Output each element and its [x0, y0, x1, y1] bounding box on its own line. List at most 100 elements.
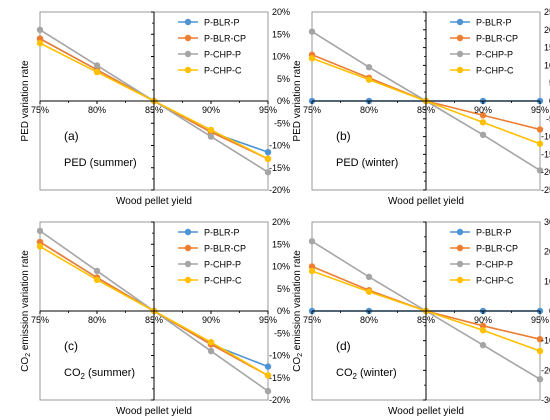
x-tick-label: 80%	[360, 315, 378, 325]
panel-label: (a)	[64, 129, 79, 143]
y-tick-label: 5%	[549, 78, 550, 88]
y-tick-label: -30%	[541, 395, 550, 405]
y-tick-label: -20%	[541, 365, 550, 375]
data-point-p-blr-cp	[536, 126, 544, 133]
chart-panel-4: -30% -20% -10% 0% 10% 20% 30% 75% 80% 85% 90% 95% Wo…	[292, 217, 550, 417]
data-point-p-chp-p	[93, 62, 101, 69]
y-axis-title: CO2 emission variation rate	[20, 250, 32, 372]
data-point-p-chp-c	[264, 372, 272, 379]
y-tick-label: -10%	[541, 132, 550, 142]
data-point-p-chp-c	[479, 327, 487, 334]
x-axis-title: Wood pellet yield	[388, 196, 464, 207]
legend: P-BLR-P P-BLR-CP P-CHP-P P-CHP-C	[450, 228, 518, 286]
legend: P-BLR-P P-BLR-CP P-CHP-P P-CHP-C	[450, 18, 518, 76]
x-tick-label: 80%	[360, 105, 378, 115]
x-tick-label: 95%	[531, 105, 549, 115]
panel-label: (c)	[64, 339, 78, 353]
y-tick-label: 5%	[277, 74, 290, 84]
data-point-p-chp-c	[365, 76, 373, 83]
x-tick-label: 90%	[474, 315, 492, 325]
data-point-p-chp-c	[93, 276, 101, 284]
y-tick-label: 0%	[277, 96, 290, 106]
legend-swatch-marker	[184, 34, 192, 42]
data-point-p-chp-c	[536, 347, 544, 355]
legend-label: P-BLR-P	[204, 228, 240, 238]
y-tick-label: 10%	[272, 52, 290, 62]
y-tick-label: 15%	[544, 43, 550, 53]
y-axis-title-subscript: 2	[297, 353, 304, 357]
y-tick-label: 0%	[549, 306, 550, 316]
data-point-p-chp-c	[308, 55, 316, 62]
data-point-p-blr-cp	[536, 335, 544, 343]
legend-label: P-CHP-P	[476, 260, 513, 270]
x-axis-title: Wood pellet yield	[388, 406, 464, 417]
y-axis-title: CO2 emission variation rate	[292, 250, 304, 372]
y-axis-title-main: CO	[292, 357, 303, 372]
legend-swatch-marker	[456, 276, 464, 284]
data-point-p-chp-p	[207, 133, 215, 140]
legend-label: P-CHP-P	[476, 50, 513, 60]
panel-annotation-subscript: 2	[353, 372, 358, 381]
y-tick-label: 0%	[277, 306, 290, 316]
y-tick-label: -20%	[269, 395, 290, 405]
y-axis-title: PED variation rate	[292, 60, 303, 142]
data-point-p-chp-p	[264, 387, 272, 395]
data-point-p-chp-p	[93, 267, 101, 275]
y-tick-label: -5%	[546, 114, 550, 124]
data-point-p-chp-p	[365, 273, 373, 281]
legend-label: P-CHP-P	[204, 50, 241, 60]
chart-panel-3: -20% -15% -10% -5% 0% 5% 10% 15% 20% 75% 80% 85% 90%…	[20, 217, 290, 417]
panel-annotation-subscript: 2	[81, 372, 86, 381]
y-axis-title-rest: emission variation rate	[292, 250, 303, 353]
panel-annotation: CO2 (winter)	[336, 367, 397, 381]
legend-swatch-marker	[456, 244, 464, 252]
data-point-p-blr-p	[264, 148, 272, 156]
panel-annotation: PED (winter)	[336, 157, 398, 169]
legend-swatch-marker	[184, 18, 192, 26]
x-tick-label: 75%	[31, 315, 49, 325]
legend-swatch-marker	[184, 50, 192, 58]
data-point-p-chp-c	[36, 39, 44, 47]
y-tick-label: 20%	[272, 217, 290, 227]
chart-panel-2: -25% -20% -15% -10% -5% 0% 5% 10% 15% 20% 25% 75% 80…	[292, 7, 550, 207]
y-tick-label: 20%	[544, 25, 550, 35]
x-tick-label: 90%	[202, 315, 220, 325]
data-point-p-blr-cp	[479, 112, 487, 119]
y-tick-label: 10%	[544, 276, 550, 286]
x-tick-label: 90%	[202, 105, 220, 115]
data-point-p-blr-cp	[36, 238, 44, 246]
legend-swatch-marker	[456, 50, 464, 58]
y-axis-title-subscript: 2	[25, 353, 32, 357]
legend: P-BLR-P P-BLR-CP P-CHP-P P-CHP-C	[178, 18, 246, 76]
legend-label: P-CHP-C	[476, 276, 514, 286]
data-point-p-chp-p	[308, 28, 316, 35]
y-tick-label: -10%	[269, 351, 290, 361]
y-tick-label: 10%	[544, 60, 550, 70]
x-tick-label: 85%	[145, 105, 163, 115]
data-point-p-chp-p	[536, 376, 544, 383]
y-tick-label: 30%	[544, 217, 550, 227]
legend-label: P-CHP-C	[476, 66, 514, 76]
legend-swatch-marker	[184, 244, 192, 252]
y-axis-title: PED variation rate	[20, 60, 31, 142]
legend-swatch-marker	[456, 18, 464, 26]
data-point-p-chp-c	[536, 140, 544, 147]
legend-label: P-BLR-P	[476, 228, 512, 238]
legend-swatch-marker	[184, 276, 192, 284]
y-tick-label: 25%	[544, 7, 550, 17]
panel-label: (d)	[336, 339, 351, 353]
x-tick-label: 95%	[259, 315, 277, 325]
y-tick-label: 20%	[544, 247, 550, 257]
data-point-p-blr-cp	[308, 263, 316, 270]
y-tick-label: -25%	[541, 185, 550, 195]
x-tick-label: 95%	[531, 315, 549, 325]
data-point-p-chp-c	[93, 68, 101, 76]
data-point-p-chp-p	[479, 131, 487, 139]
data-point-p-blr-p	[264, 363, 272, 370]
legend-swatch-marker	[456, 228, 464, 236]
legend-label: P-BLR-CP	[476, 244, 518, 254]
panel-annotation: PED (summer)	[64, 157, 137, 169]
panel-annotation-rest: (winter)	[357, 367, 397, 379]
x-tick-label: 75%	[31, 105, 49, 115]
y-tick-label: -15%	[269, 373, 290, 383]
